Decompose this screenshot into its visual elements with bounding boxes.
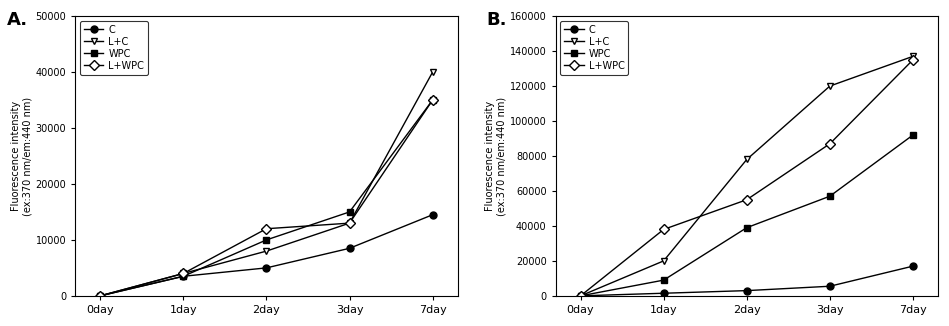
L+WPC — [344, 221, 355, 225]
Line: C: C — [577, 263, 917, 299]
C — [261, 266, 272, 270]
Legend: C, L+C, WPC, L+WPC: C, L+C, WPC, L+WPC — [80, 21, 148, 75]
L+C — [741, 157, 753, 161]
C — [95, 294, 106, 298]
Line: L+WPC: L+WPC — [97, 96, 437, 299]
L+C — [575, 294, 586, 298]
WPC — [741, 226, 753, 230]
WPC — [95, 294, 106, 298]
Line: WPC: WPC — [577, 132, 917, 299]
L+C — [824, 84, 835, 88]
Y-axis label: Fluorescence intensity
(ex:370 nm/em:440 nm): Fluorescence intensity (ex:370 nm/em:440… — [485, 96, 507, 215]
Legend: C, L+C, WPC, L+WPC: C, L+C, WPC, L+WPC — [561, 21, 628, 75]
C — [824, 284, 835, 288]
L+C — [427, 70, 438, 74]
Line: WPC: WPC — [97, 96, 437, 299]
WPC — [907, 133, 919, 137]
L+C — [907, 54, 919, 58]
C — [177, 274, 189, 278]
C — [344, 246, 355, 250]
L+WPC — [658, 228, 669, 231]
C — [658, 291, 669, 295]
L+WPC — [575, 294, 586, 298]
L+WPC — [95, 294, 106, 298]
L+WPC — [261, 227, 272, 231]
Line: C: C — [97, 211, 437, 299]
WPC — [575, 294, 586, 298]
L+WPC — [907, 58, 919, 62]
Line: L+WPC: L+WPC — [577, 56, 917, 299]
C — [427, 213, 438, 217]
L+C — [658, 259, 669, 263]
L+WPC — [177, 272, 189, 275]
WPC — [177, 274, 189, 278]
C — [907, 264, 919, 268]
Line: L+C: L+C — [97, 68, 437, 299]
L+WPC — [824, 142, 835, 146]
L+WPC — [741, 198, 753, 202]
Line: L+C: L+C — [577, 53, 917, 299]
Text: B.: B. — [487, 10, 508, 29]
C — [575, 294, 586, 298]
L+WPC — [427, 98, 438, 102]
C — [741, 289, 753, 292]
L+C — [261, 249, 272, 253]
L+C — [177, 272, 189, 275]
WPC — [261, 238, 272, 242]
WPC — [658, 278, 669, 282]
Y-axis label: Fluorescence intensity
(ex:370 nm/em:440 nm): Fluorescence intensity (ex:370 nm/em:440… — [11, 96, 32, 215]
WPC — [344, 210, 355, 214]
L+C — [95, 294, 106, 298]
WPC — [427, 98, 438, 102]
L+C — [344, 221, 355, 225]
Text: A.: A. — [7, 10, 28, 29]
WPC — [824, 194, 835, 198]
